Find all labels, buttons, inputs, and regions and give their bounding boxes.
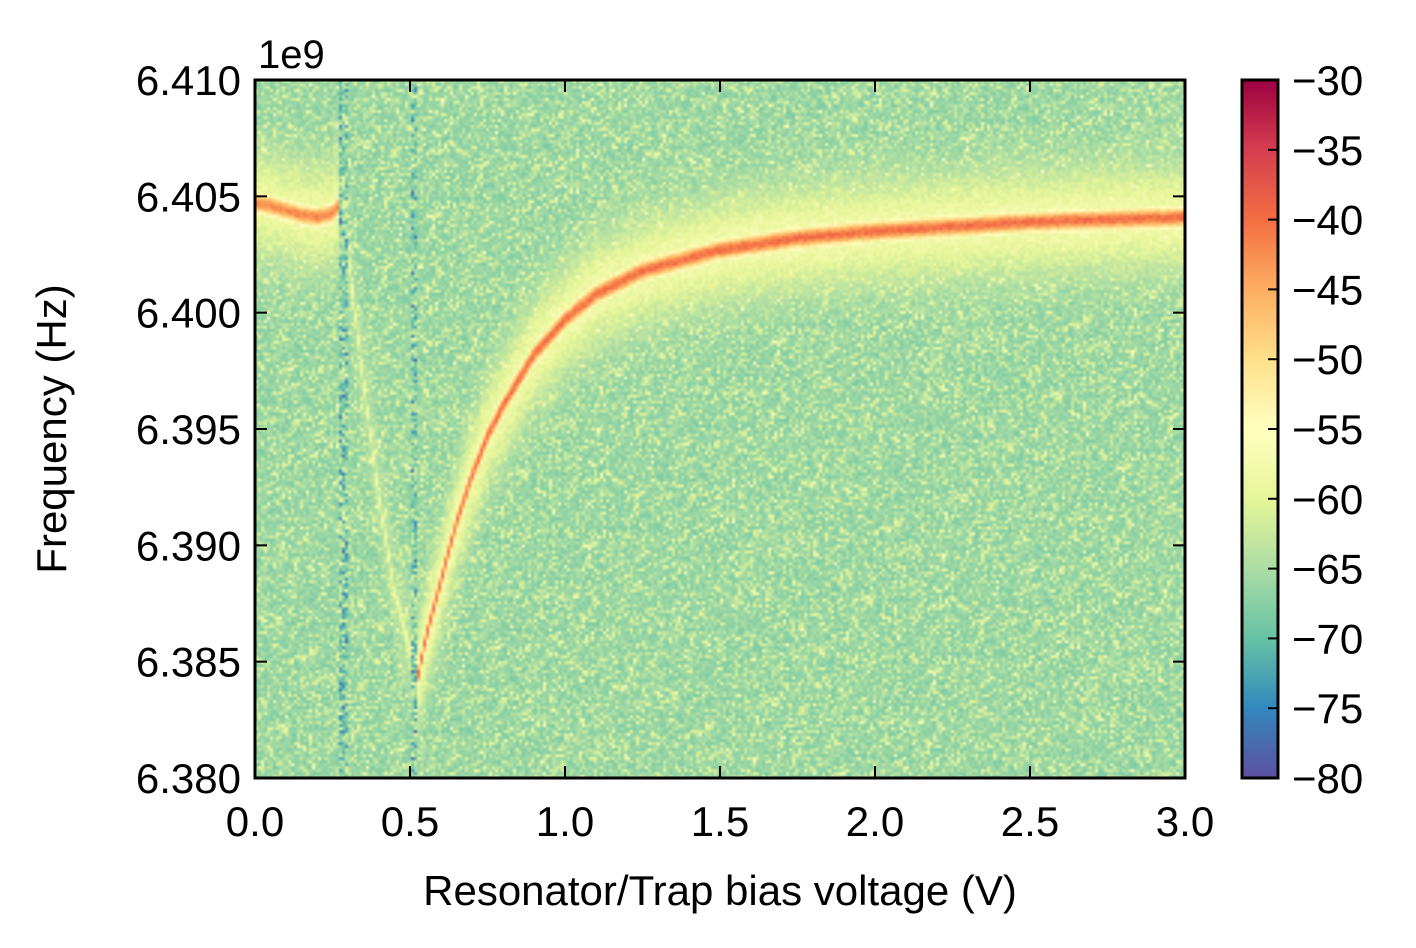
colorbar-tick-label: −40 bbox=[1292, 197, 1363, 244]
y-axis-label: Frequency (Hz) bbox=[28, 284, 75, 573]
x-tick-label: 1.0 bbox=[536, 798, 594, 845]
plot-area bbox=[253, 78, 1187, 780]
heatmap-image bbox=[255, 80, 1185, 778]
colorbar-tick-label: −70 bbox=[1292, 615, 1363, 662]
colorbar-tick-label: −55 bbox=[1292, 406, 1363, 453]
y-tick-label: 6.400 bbox=[136, 290, 241, 337]
colorbar-tick-label: −75 bbox=[1292, 685, 1363, 732]
y-tick-label: 6.405 bbox=[136, 173, 241, 220]
y-tick-label: 6.390 bbox=[136, 522, 241, 569]
y-tick-label: 6.410 bbox=[136, 57, 241, 104]
colorbar-tick-label: −30 bbox=[1292, 57, 1363, 104]
x-tick-label: 0.5 bbox=[381, 798, 439, 845]
x-axis-label: Resonator/Trap bias voltage (V) bbox=[423, 867, 1017, 914]
x-tick-label: 0.0 bbox=[226, 798, 284, 845]
y-offset-label: 1e9 bbox=[258, 33, 325, 77]
colorbar-tick-label: −60 bbox=[1292, 476, 1363, 523]
colorbar-tick-label: −50 bbox=[1292, 336, 1363, 383]
y-tick-label: 6.395 bbox=[136, 406, 241, 453]
colorbar: −80 −75 −70 −65 −60 −55 −50 −45 −40 −35 −30 bbox=[1240, 57, 1363, 802]
x-tick-label: 1.5 bbox=[691, 798, 749, 845]
colorbar-tick-label: −65 bbox=[1292, 546, 1363, 593]
x-tick-label: 2.0 bbox=[846, 798, 904, 845]
colorbar-tick-label: −80 bbox=[1292, 755, 1363, 802]
y-tick-label: 6.380 bbox=[136, 755, 241, 802]
colorbar-tick-label: −45 bbox=[1292, 266, 1363, 313]
x-tick-label: 3.0 bbox=[1156, 798, 1214, 845]
colorbar-tick-label: −35 bbox=[1292, 127, 1363, 174]
y-tick-label: 6.385 bbox=[136, 639, 241, 686]
x-axis: 0.0 0.5 1.0 1.5 2.0 2.5 3.0 bbox=[226, 80, 1214, 845]
x-tick-label: 2.5 bbox=[1001, 798, 1059, 845]
y-axis: 6.380 6.385 6.390 6.395 6.400 6.405 6.410 bbox=[136, 57, 1185, 802]
colorbar-ticks: −80 −75 −70 −65 −60 −55 −50 −45 −40 −35 −30 bbox=[1268, 57, 1363, 802]
